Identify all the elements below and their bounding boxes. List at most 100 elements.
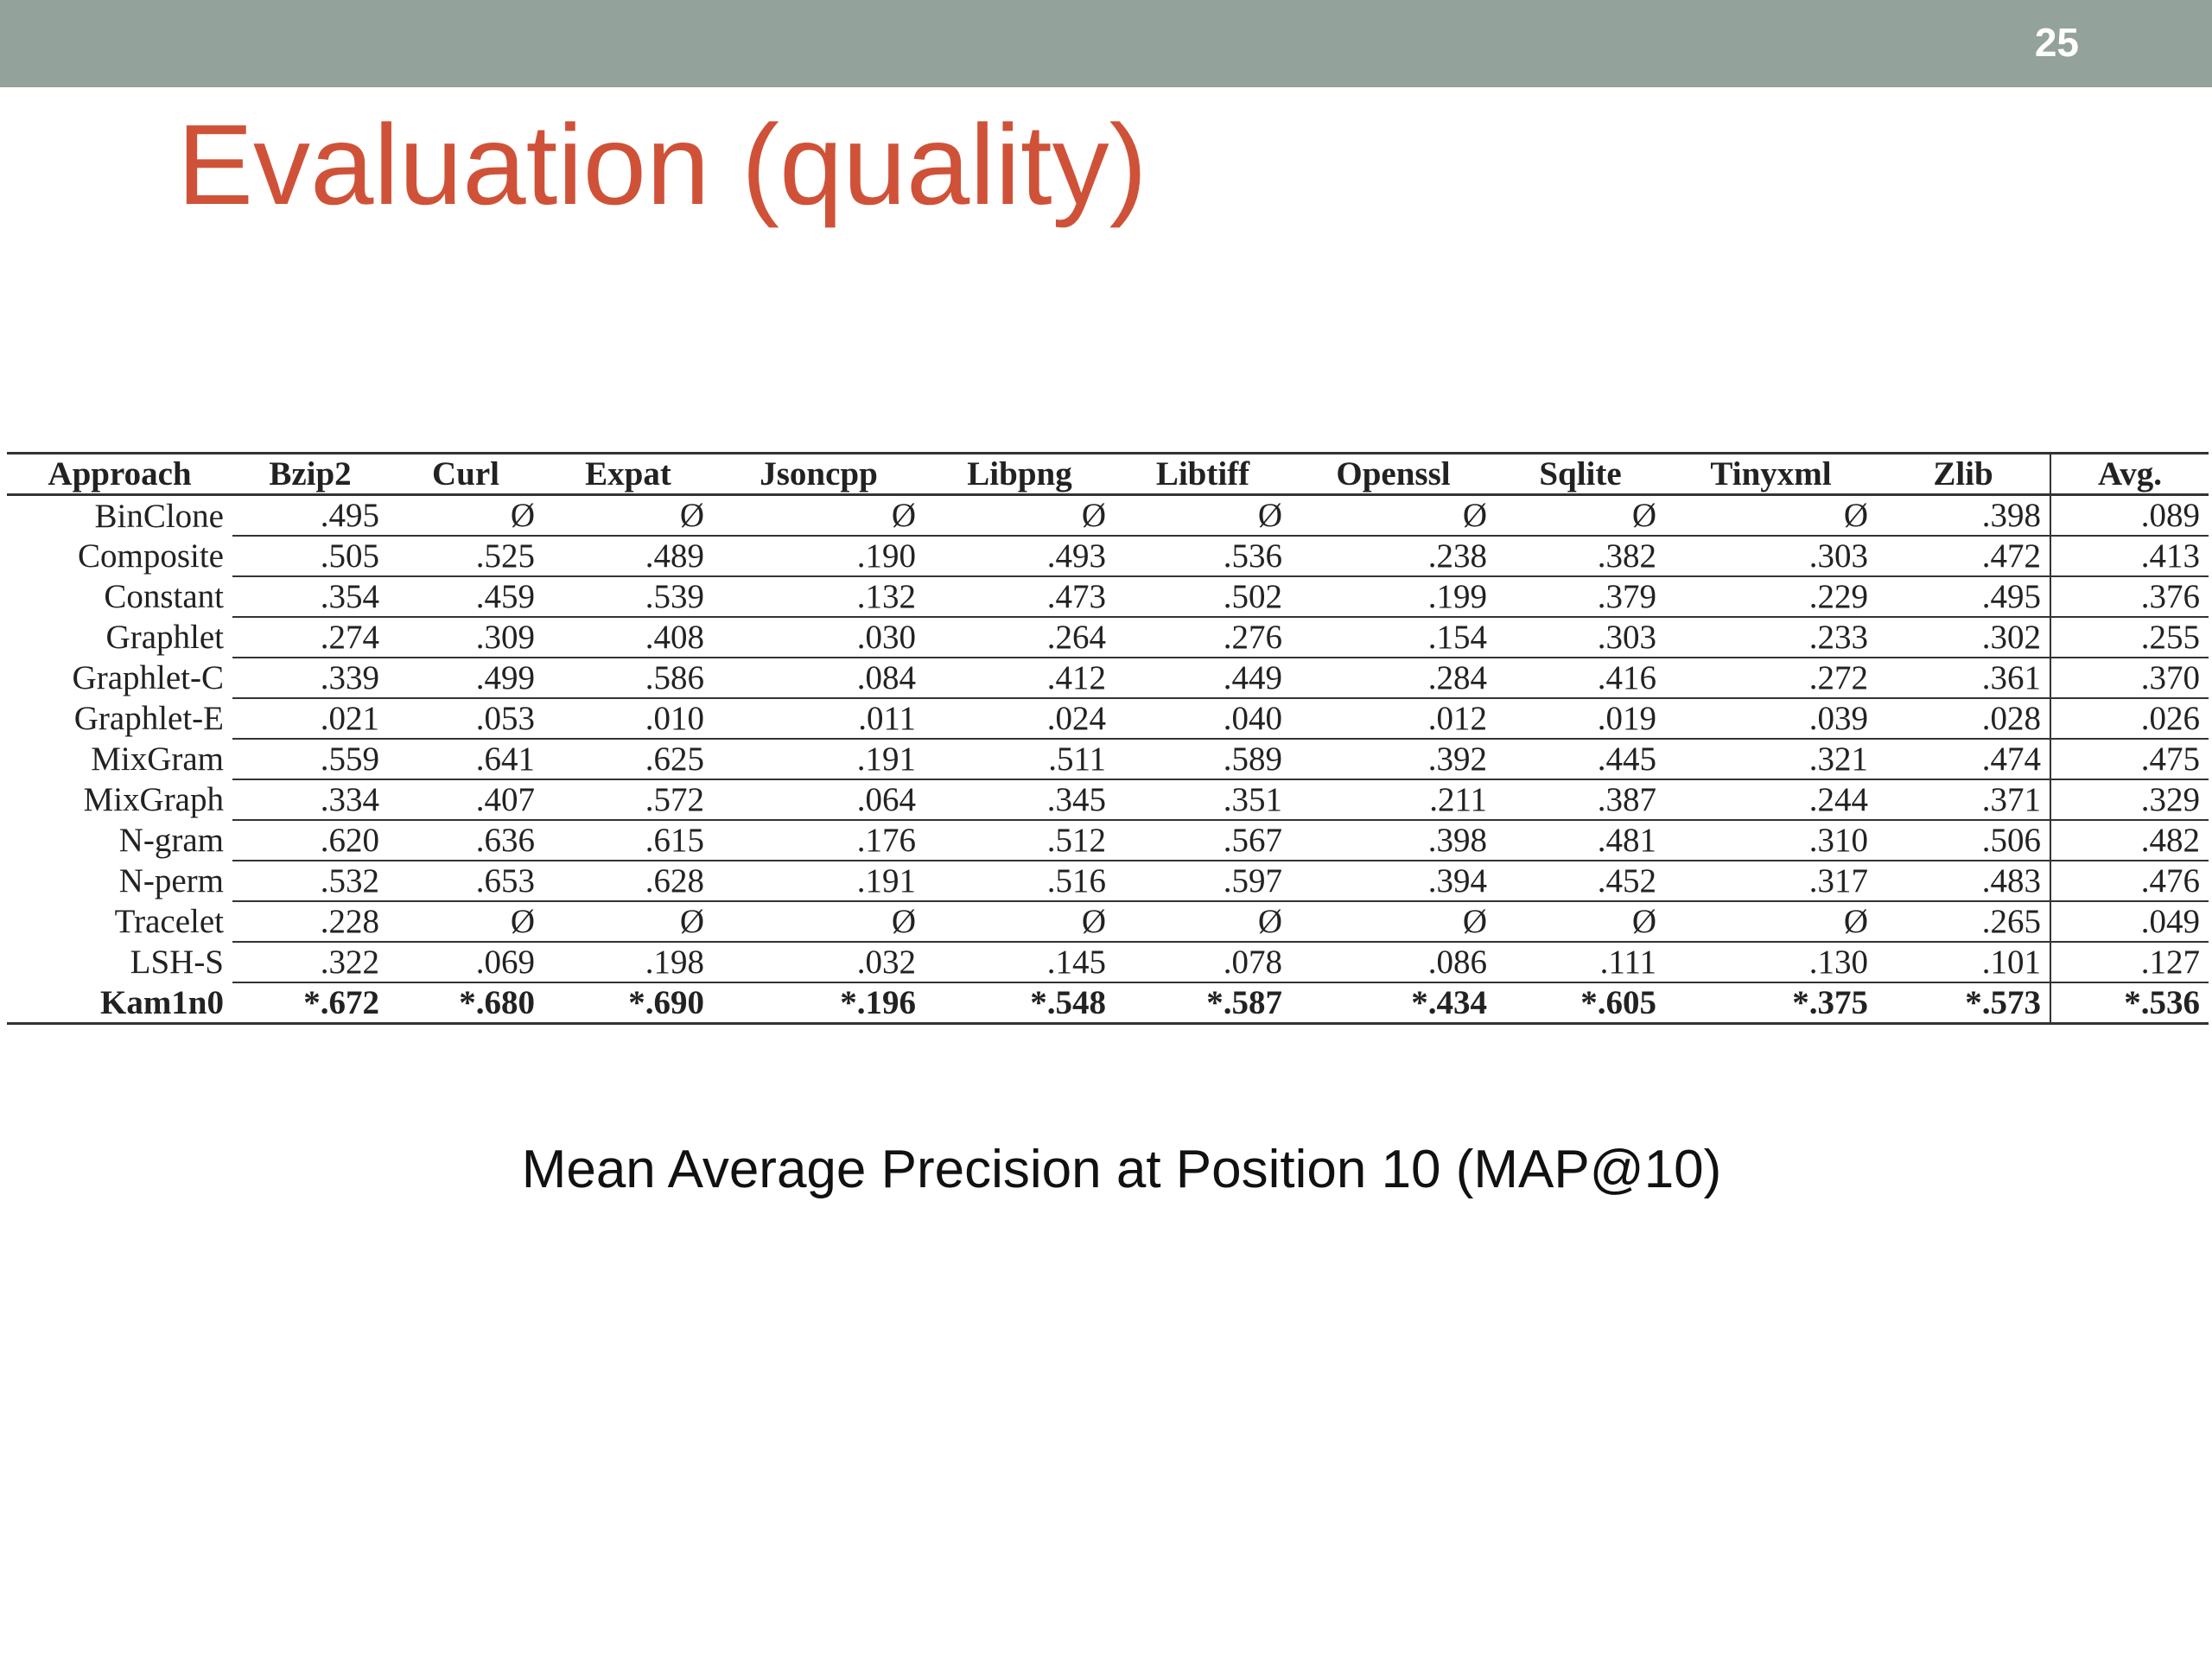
table-cell: .026 bbox=[2050, 697, 2209, 739]
column-header: Sqlite bbox=[1496, 452, 1665, 496]
table-cell: Ø bbox=[679, 497, 704, 534]
table-cell: .019 bbox=[1496, 697, 1665, 739]
table-cell: .625 bbox=[543, 738, 713, 779]
column-header: Approach bbox=[7, 452, 232, 496]
table-cell: .449 bbox=[1115, 657, 1291, 698]
table-cell: .525 bbox=[388, 535, 543, 576]
table-cell: .511 bbox=[925, 738, 1115, 779]
table-cell: .482 bbox=[2050, 819, 2209, 861]
table-cell: .274 bbox=[232, 616, 388, 658]
table-cell: Ø bbox=[1257, 497, 1282, 534]
table-cell: *.536 bbox=[2050, 982, 2209, 1025]
table-row: Constant .354.459.539.132.473.502.199.379… bbox=[7, 575, 2209, 617]
row-label: Tracelet bbox=[114, 903, 224, 940]
column-header: Jsoncpp bbox=[713, 452, 925, 496]
table-cell: .233 bbox=[1665, 616, 1877, 658]
table-cell: .589 bbox=[1115, 738, 1291, 779]
table-cell: .198 bbox=[543, 941, 713, 982]
table-row: MixGram .559.641.625.191.511.589.392.445.… bbox=[7, 738, 2209, 779]
table-cell: .238 bbox=[1291, 535, 1496, 576]
table-cell: .255 bbox=[2050, 616, 2209, 658]
table-cell: .078 bbox=[1115, 941, 1291, 982]
table-cell: .502 bbox=[1115, 575, 1291, 617]
slide-title: Evaluation (quality) bbox=[177, 101, 1147, 228]
table-cell: .493 bbox=[925, 535, 1115, 576]
row-label: LSH-S bbox=[130, 944, 224, 981]
table-cell: .445 bbox=[1496, 738, 1665, 779]
table-cell: .416 bbox=[1496, 657, 1665, 698]
table-cell: .481 bbox=[1496, 819, 1665, 861]
table-cell: *.680 bbox=[388, 982, 543, 1025]
table-cell: .495 bbox=[320, 497, 379, 534]
table-cell: *.672 bbox=[232, 982, 388, 1025]
table-cell: *.375 bbox=[1665, 982, 1877, 1025]
table-cell: .010 bbox=[543, 697, 713, 739]
table-cell: .459 bbox=[388, 575, 543, 617]
table-cell: .012 bbox=[1291, 697, 1496, 739]
table-cell: Ø bbox=[925, 900, 1115, 942]
table-cell: .371 bbox=[1877, 779, 2050, 820]
table-cell: .190 bbox=[713, 535, 925, 576]
table-cell: Ø bbox=[1631, 497, 1656, 534]
table-row: Tracelet .228 Ø Ø Ø Ø Ø Ø Ø Ø .265.049 bbox=[7, 900, 2209, 942]
table-row: Composite .505.525.489.190.493.536.238.38… bbox=[7, 535, 2209, 576]
table-cell: Ø bbox=[543, 900, 713, 942]
table-cell: Ø bbox=[1665, 900, 1877, 942]
table-cell: .392 bbox=[1291, 738, 1496, 779]
table-cell: .516 bbox=[925, 860, 1115, 901]
row-label: Kam1n0 bbox=[7, 982, 232, 1025]
table-cell: .030 bbox=[713, 616, 925, 658]
table-cell: .191 bbox=[713, 860, 925, 901]
table-cell: .539 bbox=[543, 575, 713, 617]
row-label: N-gram bbox=[118, 822, 224, 859]
table-cell: .229 bbox=[1665, 575, 1877, 617]
row-label: MixGram bbox=[91, 741, 224, 778]
table-cell: .379 bbox=[1496, 575, 1665, 617]
table-cell: .382 bbox=[1496, 535, 1665, 576]
table-cell: .145 bbox=[925, 941, 1115, 982]
table-cell: .474 bbox=[1877, 738, 2050, 779]
table-cell: .154 bbox=[1291, 616, 1496, 658]
top-bar: 25 bbox=[0, 0, 2212, 87]
table-cell: .191 bbox=[713, 738, 925, 779]
table-cell: .111 bbox=[1496, 941, 1665, 982]
table-cell: .532 bbox=[232, 860, 388, 901]
table-row: Graphlet .274.309.408.030.264.276.154.303… bbox=[7, 616, 2209, 658]
table-cell: .321 bbox=[1665, 738, 1877, 779]
table-cell: .086 bbox=[1291, 941, 1496, 982]
table-cell: .302 bbox=[1877, 616, 2050, 658]
table-cell: .412 bbox=[925, 657, 1115, 698]
table-cell: Ø bbox=[1462, 497, 1487, 534]
column-header: Libtiff bbox=[1115, 452, 1291, 496]
table-cell: .176 bbox=[713, 819, 925, 861]
row-label: MixGraph bbox=[83, 781, 224, 818]
row-label: Composite bbox=[77, 537, 224, 575]
table-cell: .284 bbox=[1291, 657, 1496, 698]
table-cell: .376 bbox=[2050, 575, 2209, 617]
table-cell: .512 bbox=[925, 819, 1115, 861]
table-cell: .489 bbox=[543, 535, 713, 576]
table-cell: .398 bbox=[1981, 497, 2041, 534]
table-cell: .495 bbox=[1877, 575, 2050, 617]
table-cell: .127 bbox=[2050, 941, 2209, 982]
table-cell: .413 bbox=[2050, 535, 2209, 576]
column-header: Curl bbox=[388, 452, 543, 496]
column-header: Expat bbox=[543, 452, 713, 496]
table-row: MixGraph .334.407.572.064.345.351.211.387… bbox=[7, 779, 2209, 820]
table-cell: *.587 bbox=[1115, 982, 1291, 1025]
table-cell: .024 bbox=[925, 697, 1115, 739]
table-cell: .653 bbox=[388, 860, 543, 901]
table-body: BinClone .495 Ø Ø Ø Ø Ø Ø Ø Ø .398.089 Composite .50… bbox=[7, 494, 2209, 1025]
table-cell: .303 bbox=[1665, 535, 1877, 576]
table-cell: .265 bbox=[1877, 900, 2050, 942]
table-cell: .536 bbox=[1115, 535, 1291, 576]
table-cell: *.573 bbox=[1877, 982, 2050, 1025]
table-cell: *.605 bbox=[1496, 982, 1665, 1025]
table-cell: Ø bbox=[1081, 497, 1106, 534]
table-cell: .132 bbox=[713, 575, 925, 617]
table-cell: .586 bbox=[543, 657, 713, 698]
column-header: Bzip2 bbox=[232, 452, 388, 496]
row-label: Graphlet bbox=[105, 619, 224, 656]
table-cell: .032 bbox=[713, 941, 925, 982]
